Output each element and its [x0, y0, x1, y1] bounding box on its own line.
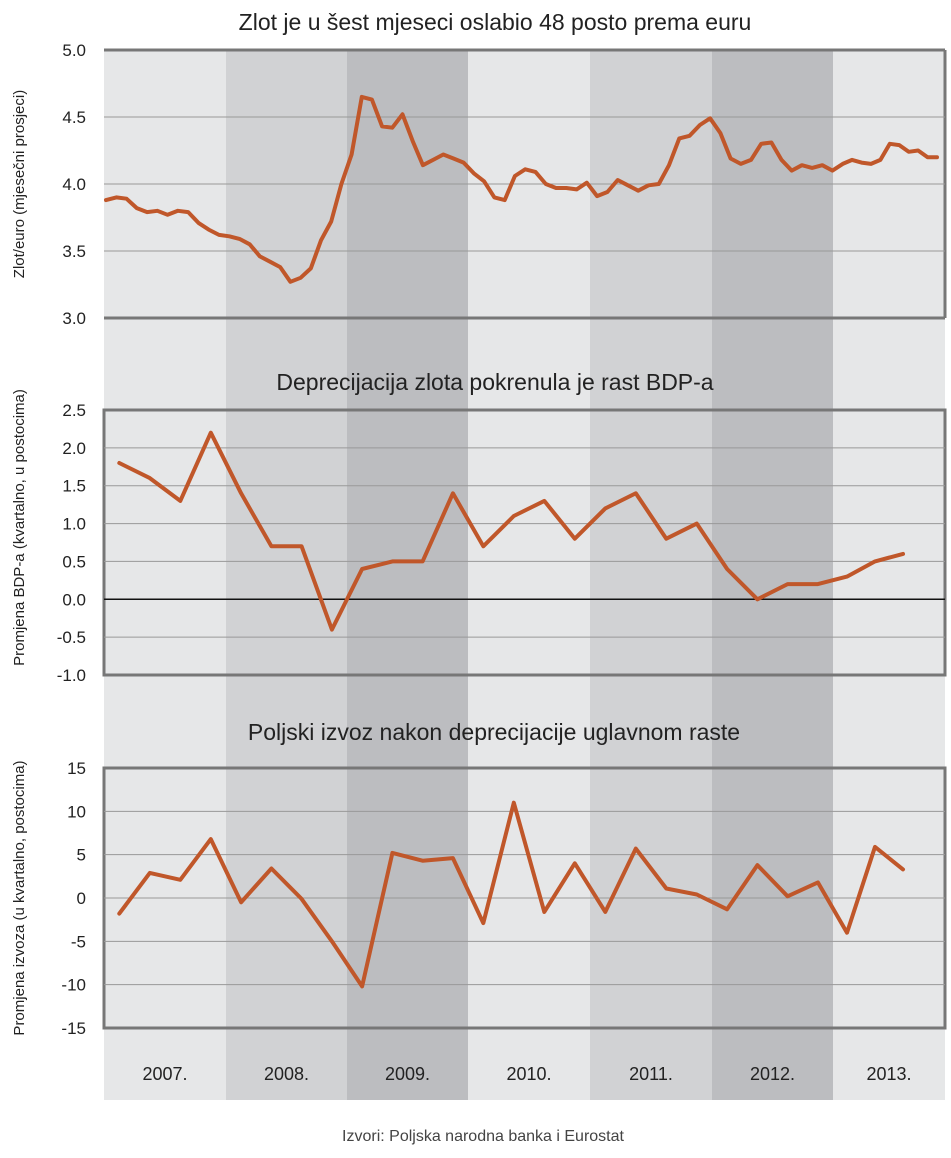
chart-panel-2: 2.5 2.0 1.5 1.0 0.5 0.0 -0.5 -1.0 Deprecijacija …	[11, 369, 947, 685]
year-band-2007	[104, 50, 226, 1100]
y-tick-label: 3.0	[62, 309, 86, 328]
chart-panels: 5.0 4.5 4.0 3.5 3.0 Zlot je u šest mjeseci os…	[11, 9, 947, 1038]
chart-panel-3: 15 10 5 0 -5 -10 -15 Poljski izvoz nakon deprec…	[11, 719, 947, 1038]
year-band-2009	[347, 50, 468, 1100]
y-tick-label: 0.5	[62, 552, 86, 571]
y-tick-label: 5.0	[62, 41, 86, 60]
series-line	[117, 800, 905, 989]
year-band-2012	[712, 50, 833, 1100]
y-tick-label: 4.5	[62, 108, 86, 127]
year-bands	[104, 50, 945, 1100]
y-tick-label: -0.5	[57, 628, 86, 647]
y-axis-label: Promjena BDP-a (kvartalno, u postocima)	[11, 389, 28, 666]
year-label: 2012.	[750, 1064, 795, 1084]
y-tick-label: 0.0	[62, 590, 86, 609]
y-tick-label: 4.0	[62, 175, 86, 194]
y-tick-label: -5	[71, 932, 86, 951]
y-tick-label: 2.0	[62, 439, 86, 458]
y-axis-label: Zlot/euro (mjesečni prosjeci)	[11, 90, 28, 278]
chart-panel-1: 5.0 4.5 4.0 3.5 3.0 Zlot je u šest mjeseci os…	[11, 9, 947, 328]
year-label: 2007.	[142, 1064, 187, 1084]
y-tick-label: 1.5	[62, 477, 86, 496]
year-label: 2010.	[506, 1064, 551, 1084]
year-band-2011	[590, 50, 712, 1100]
y-tick-label: 15	[67, 759, 86, 778]
y-tick-label: -15	[61, 1019, 86, 1038]
y-tick-label: 5	[77, 846, 86, 865]
chart-title: Zlot je u šest mjeseci oslabio 48 posto …	[239, 9, 752, 35]
panel-frame	[102, 408, 947, 677]
y-tick-label: 0	[77, 889, 86, 908]
y-tick-label: -1.0	[57, 666, 86, 685]
year-label: 2008.	[264, 1064, 309, 1084]
year-label: 2011.	[629, 1064, 673, 1084]
year-label: 2013.	[866, 1064, 911, 1084]
y-tick-label: 3.5	[62, 242, 86, 261]
year-axis-labels: 2007. 2008. 2009. 2010. 2011. 2012. 2013.	[142, 1064, 911, 1084]
series-line	[104, 94, 939, 284]
year-label: 2009.	[385, 1064, 430, 1084]
y-tick-label: 1.0	[62, 515, 86, 534]
y-axis-label: Promjena izvoza (u kvartalno, postocima)	[11, 760, 28, 1035]
chart-title: Poljski izvoz nakon deprecijacije uglavn…	[248, 719, 740, 745]
y-tick-label: 10	[67, 802, 86, 821]
series-line	[117, 430, 905, 632]
year-band-2008	[226, 50, 347, 1100]
year-band-2010	[468, 50, 590, 1100]
y-tick-label: -10	[61, 976, 86, 995]
y-tick-label: 2.5	[62, 401, 86, 420]
source-note: Izvori: Poljska narodna banka i Eurostat	[342, 1128, 624, 1145]
chart-title: Deprecijacija zlota pokrenula je rast BD…	[276, 369, 713, 395]
